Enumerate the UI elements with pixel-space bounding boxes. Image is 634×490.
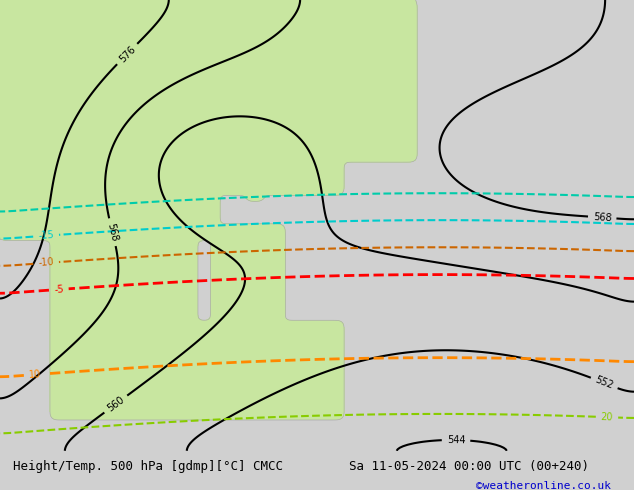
Text: Sa 11-05-2024 00:00 UTC (00+240): Sa 11-05-2024 00:00 UTC (00+240) [349, 460, 589, 473]
Text: -10: -10 [38, 257, 55, 269]
Text: 568: 568 [105, 222, 119, 243]
Text: 576: 576 [117, 44, 137, 64]
Text: 544: 544 [447, 435, 465, 445]
Text: 560: 560 [105, 394, 126, 414]
Text: 568: 568 [593, 212, 612, 223]
Text: -5: -5 [54, 284, 64, 295]
Text: Height/Temp. 500 hPa [gdmp][°C] CMCC: Height/Temp. 500 hPa [gdmp][°C] CMCC [13, 460, 283, 473]
Text: 20: 20 [600, 412, 613, 422]
Text: 10: 10 [29, 369, 41, 380]
Text: ©weatheronline.co.uk: ©weatheronline.co.uk [476, 481, 611, 490]
Text: -15: -15 [38, 230, 55, 241]
Text: 552: 552 [593, 375, 615, 391]
